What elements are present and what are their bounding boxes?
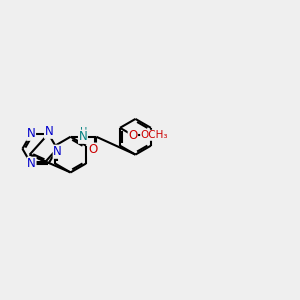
Text: O: O xyxy=(128,129,137,142)
Text: N: N xyxy=(53,145,62,158)
Text: N: N xyxy=(45,125,53,138)
Text: N: N xyxy=(27,127,35,140)
Text: N: N xyxy=(79,130,87,143)
Text: OCH₃: OCH₃ xyxy=(141,130,168,140)
Text: H: H xyxy=(80,127,87,137)
Text: N: N xyxy=(27,157,36,170)
Text: O: O xyxy=(88,143,97,156)
